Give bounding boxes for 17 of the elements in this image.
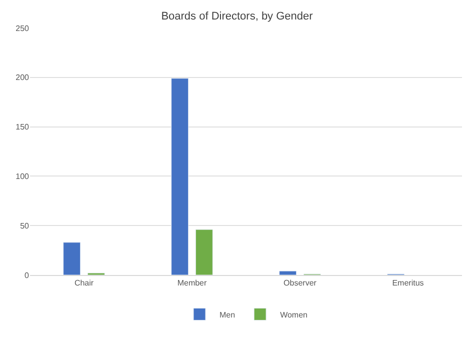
bar — [195, 229, 213, 275]
bar — [63, 242, 81, 275]
y-tick-label: 100 — [16, 172, 30, 181]
y-tick-label: 250 — [16, 24, 30, 33]
chart-title: Boards of Directors, by Gender — [161, 10, 314, 23]
x-tick-label: Chair — [74, 278, 94, 288]
y-tick-label: 0 — [24, 270, 30, 280]
x-tick-label: Emeritus — [392, 278, 424, 288]
y-tick-label: 200 — [16, 73, 30, 82]
x-tick-label: Observer — [284, 278, 317, 288]
x-tick-label: Member — [177, 278, 208, 288]
legend-label: Men — [220, 310, 236, 320]
bar — [279, 270, 297, 275]
y-tick-label: 150 — [16, 122, 30, 132]
y-tick-label: 50 — [20, 221, 30, 230]
legend-label: Women — [280, 310, 308, 320]
bar — [171, 78, 189, 275]
